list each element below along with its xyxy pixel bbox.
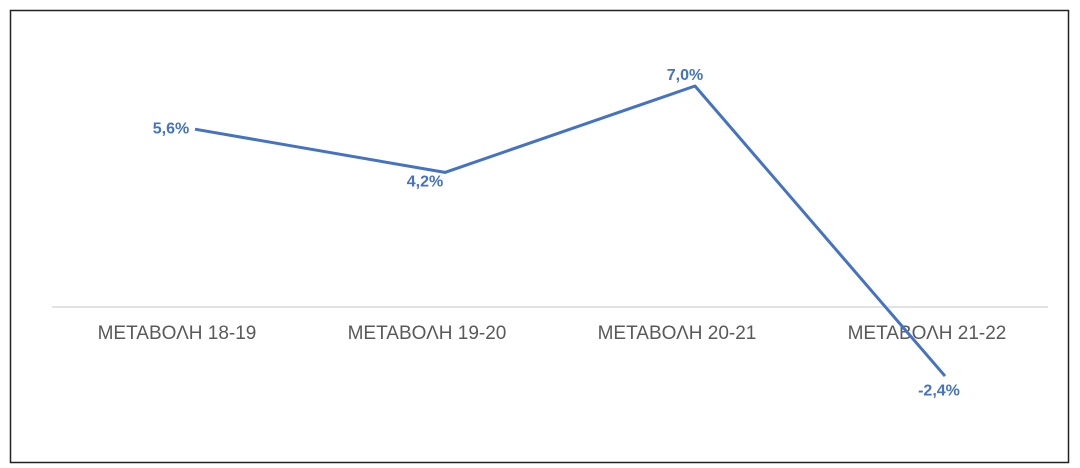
x-tick-label: ΜΕΤΑΒΟΛΗ 19-20 [348,323,507,344]
line [194,84,947,378]
x-tick-label: ΜΕΤΑΒΟΛΗ 20-21 [598,323,757,344]
x-tick-label: ΜΕΤΑΒΟΛΗ 21-22 [848,323,1007,344]
value-label: 4,2% [407,174,443,191]
chart-frame [9,9,1070,464]
value-label: -2,4% [918,382,960,399]
x-tick-label: ΜΕΤΑΒΟΛΗ 18-19 [98,323,257,344]
value-label: 7,0% [667,67,703,84]
value-label: 5,6% [153,120,189,137]
